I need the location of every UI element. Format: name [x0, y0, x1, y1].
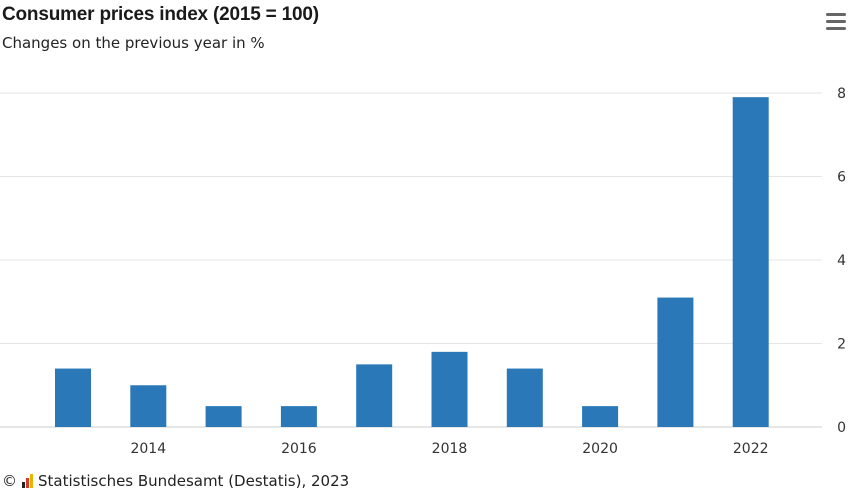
- bar-2017: [356, 364, 393, 427]
- y-tick-label: 6: [837, 170, 846, 186]
- destatis-logo-icon: [22, 474, 33, 488]
- y-tick-label: 4: [837, 253, 846, 269]
- bar-2015: [205, 406, 242, 427]
- y-tick-label: 8: [837, 86, 846, 102]
- logo-bar: [26, 478, 29, 488]
- source-footer: © Statistisches Bundesamt (Destatis), 20…: [2, 472, 349, 490]
- bar-2018: [431, 351, 468, 427]
- bar-chart: 0 2 4 6 8 2014 2016 2018 2020 2022: [0, 86, 846, 457]
- bar-2020: [582, 406, 619, 427]
- copyright-symbol: ©: [2, 472, 17, 490]
- x-tick-label: 2022: [733, 441, 769, 457]
- bar-2021: [657, 297, 694, 427]
- source-text: Statistisches Bundesamt (Destatis), 2023: [38, 472, 350, 490]
- x-tick-label: 2014: [130, 441, 166, 457]
- bar-2019: [506, 368, 543, 427]
- bar-2013: [55, 368, 91, 427]
- logo-bar: [22, 482, 25, 488]
- chart-subtitle: Changes on the previous year in %: [2, 34, 265, 52]
- y-tick-label: 0: [837, 420, 846, 436]
- chart-title: Consumer prices index (2015 = 100): [2, 4, 319, 25]
- menu-icon[interactable]: [822, 10, 850, 34]
- bar-2016: [280, 406, 317, 427]
- logo-bar: [30, 474, 33, 488]
- x-tick-label: 2020: [582, 441, 618, 457]
- bar-2014: [130, 385, 167, 427]
- y-tick-label: 2: [837, 337, 846, 353]
- x-tick-label: 2018: [432, 441, 468, 457]
- x-tick-label: 2016: [281, 441, 317, 457]
- bar-2022: [732, 97, 769, 428]
